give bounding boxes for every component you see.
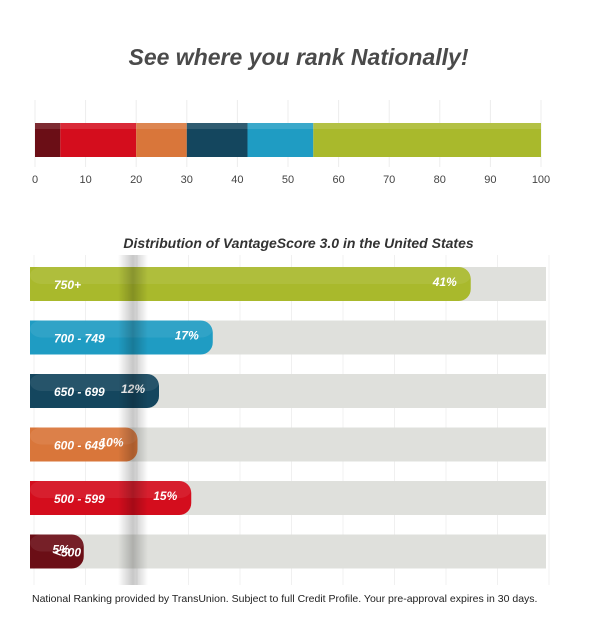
scale-tick-label: 90	[484, 174, 496, 186]
distribution-bar	[30, 427, 138, 462]
scale-tick-label: 30	[181, 174, 193, 186]
national-rank-scale-chart: 0 10 20 30 40 50 60 70 80 90 100	[32, 100, 550, 186]
scale-segment	[60, 123, 137, 157]
distribution-track	[30, 534, 546, 569]
scale-segment	[186, 123, 248, 157]
distribution-bar-edge	[30, 374, 44, 408]
distribution-value-label: 15%	[153, 489, 177, 503]
distribution-category-label: <500	[54, 546, 81, 560]
distribution-value-label: 5%	[52, 543, 70, 557]
scale-tick-label: 80	[434, 174, 446, 186]
distribution-bar-gloss	[30, 427, 138, 445]
scale-tick-label: 100	[532, 174, 550, 186]
distribution-bar-gloss	[30, 481, 192, 498]
distribution-bar-edge	[30, 427, 44, 462]
distribution-value-label: 10%	[99, 436, 123, 450]
distribution-bar-edge	[30, 534, 44, 569]
distribution-bar-edge	[30, 267, 44, 301]
scale-tick-label: 20	[130, 174, 142, 186]
distribution-category-label: 650 - 699	[54, 385, 105, 399]
distribution-gridlines	[33, 255, 550, 585]
distribution-bar-gloss	[30, 534, 84, 552]
distribution-category-label: 600 - 649	[54, 439, 105, 453]
scale-segment	[136, 123, 187, 157]
distribution-bar-gloss	[30, 267, 471, 284]
distribution-chart-title: Distribution of VantageScore 3.0 in the …	[123, 235, 474, 251]
scale-highlight	[35, 123, 541, 129]
scale-segment	[313, 123, 541, 157]
scale-tick-label: 60	[332, 174, 344, 186]
scale-tick-label: 50	[282, 174, 294, 186]
distribution-category-label: 700 - 749	[54, 332, 105, 346]
distribution-category-label: 750+	[54, 278, 81, 292]
national-rank-scale: 0 10 20 30 40 50 60 70 80 90 100	[0, 95, 597, 195]
scale-tick-label: 10	[79, 174, 91, 186]
distribution-bar	[30, 481, 192, 515]
scale-segment	[247, 123, 314, 157]
distribution-value-label: 17%	[175, 329, 199, 343]
distribution-value-label: 41%	[432, 275, 457, 289]
footnote: National Ranking provided by TransUnion.…	[32, 593, 538, 605]
distribution-category-label: 500 - 599	[54, 492, 105, 506]
column-shade	[118, 255, 148, 585]
distribution-bar-edge	[30, 481, 44, 515]
scale-segment	[35, 123, 61, 157]
distribution-bar-edge	[30, 320, 44, 355]
scale-tick-label: 40	[231, 174, 243, 186]
scale-tick-label: 70	[383, 174, 395, 186]
headline: See where you rank Nationally!	[128, 44, 469, 70]
scale-tick-label: 0	[32, 174, 38, 186]
